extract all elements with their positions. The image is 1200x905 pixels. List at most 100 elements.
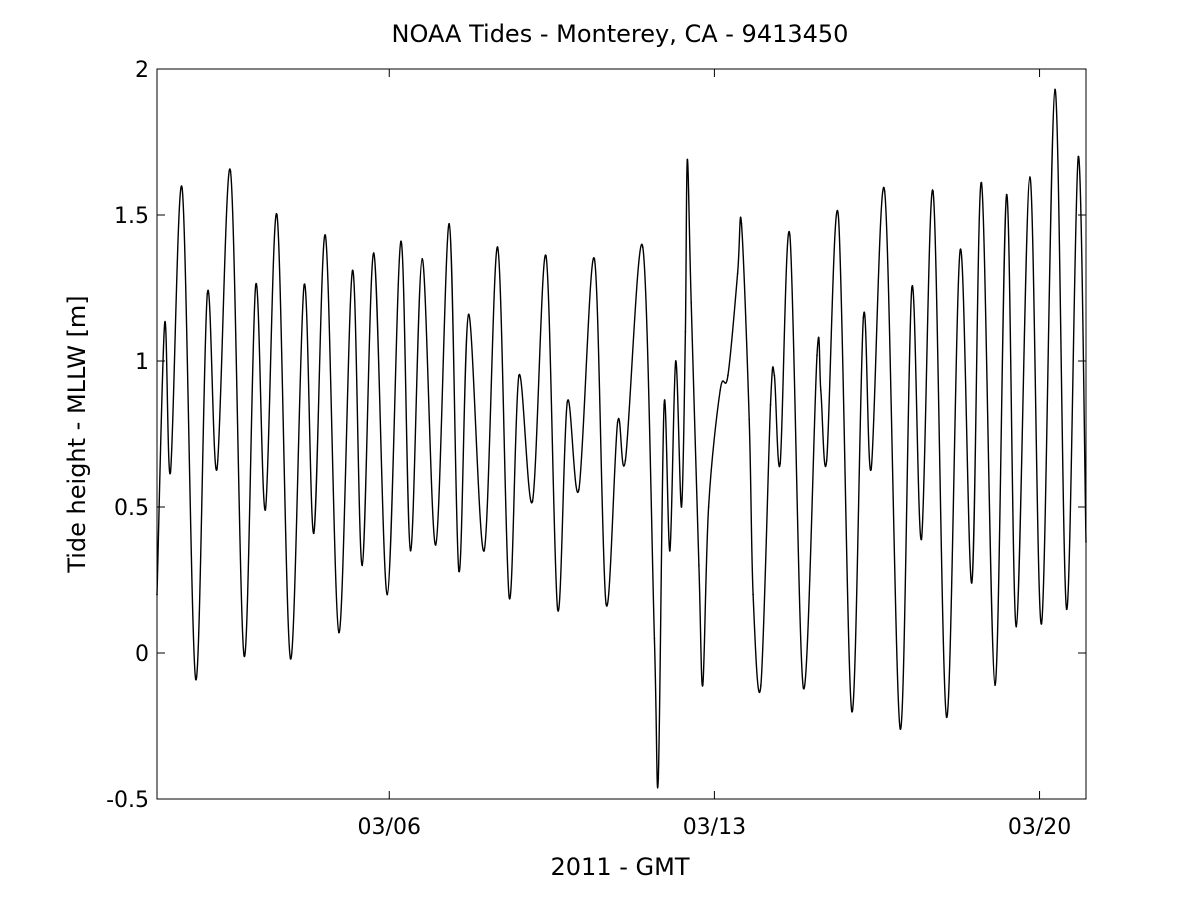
tide-data-point [702,684,704,686]
tide-data-point [748,418,750,421]
tide-data-point [920,538,923,540]
tide-data-point [409,550,412,552]
tide-data-point [338,631,340,634]
tide-height-data-points [156,88,1087,780]
chart-title: NOAA Tides - Monterey, CA - 9413450 [392,20,849,48]
tide-data-point [653,637,656,640]
tide-data-point [1085,541,1087,543]
tide-data-point [531,500,534,503]
tide-data-point [789,234,791,237]
tide-data-point [276,214,278,216]
tide-data-point [467,313,470,316]
tide-data-point [243,655,245,657]
tide-data-point [194,678,197,681]
tide-data-point [578,488,580,491]
tide-data-point [593,258,596,260]
x-tick-label: 03/06 [358,815,421,840]
tide-data-point [698,564,700,567]
tide-data-point [971,582,973,584]
tide-data-point [932,190,934,193]
tide-data-point [816,354,818,357]
y-tick-label: -0.5 [106,788,149,813]
tide-data-point [483,550,485,552]
tide-data-point [820,389,822,392]
tide-data-point [707,506,710,508]
tide-data-point [1015,625,1018,628]
tide-data-point [324,234,327,237]
tide-data-point [545,255,547,257]
x-axis-title: 2011 - GMT [551,853,690,881]
tide-data-point [736,272,739,275]
tide-data-point [1040,623,1043,625]
tide-data-point [862,316,865,319]
tide-data-point [719,389,721,392]
tide-data-point [1065,608,1068,610]
tide-data-point [851,710,853,713]
tide-data-point [802,687,805,689]
x-axis-ticks: 03/06 03/13 03/20 [358,69,1071,840]
tide-data-point [313,532,315,535]
tide-data-point [837,214,840,216]
tide-data-point [1054,88,1056,91]
tide-data-point [434,544,437,546]
tide-data-point [680,506,683,508]
tide-data-point [727,374,729,377]
tide-data-point [216,468,218,470]
tide-data-point [303,284,305,286]
tide-data-point [289,658,292,660]
tide-data-point [448,223,451,225]
tide-data-point [229,170,232,172]
tide-data-point [994,684,996,686]
tide-data-point [870,468,872,470]
tide-data-point [458,570,460,572]
tide-data-point [373,252,375,254]
tide-data-point [556,608,559,610]
tide-data-point [605,602,607,605]
tide-data-point [386,593,389,596]
y-tick-label: 0.5 [114,496,149,521]
tide-data-point [760,684,762,686]
tide-data-point [883,190,886,193]
tide-data-point [686,158,689,161]
tide-data-point [899,728,901,730]
tide-data-point [616,421,619,424]
tide-data-point [351,269,354,272]
tide-data-point [254,284,257,286]
y-axis-title: Tide height - MLLW [m] [63,295,91,573]
tide-data-point [752,593,754,596]
tide-data-point [740,223,743,225]
tide-data-point [911,287,913,289]
tide-data-point [181,187,183,190]
tide-data-point [773,374,776,377]
tide-data-point [566,401,569,403]
x-tick-label: 03/13 [683,815,746,840]
tide-data-point [945,716,948,718]
tide-data-point [264,509,267,511]
tide-data-point [156,593,158,596]
y-axis-ticks: -0.5 0 0.5 1 1.5 2 [106,58,1086,813]
y-tick-label: 1.5 [114,204,149,229]
y-tick-label: 0 [135,642,149,667]
x-tick-label: 03/20 [1008,815,1071,840]
tide-data-point [663,404,665,406]
tide-data-point [980,182,983,184]
tide-data-point [684,331,687,333]
tide-data-point [690,301,692,304]
tide-data-point [825,459,828,462]
tide-data-point [206,293,209,295]
tide-data-point [496,246,499,248]
tide-data-point [674,360,677,362]
tide-data-point [361,564,364,567]
tide-data-point [1029,176,1031,178]
tide-data-point [169,471,172,473]
tide-data-point [1077,155,1080,158]
tide-data-point [642,246,644,248]
y-tick-label: 1 [135,350,149,375]
tide-data-point [669,550,671,552]
tide-data-point [657,777,660,780]
tide-data-point [624,459,627,462]
tide-data-point [400,240,402,243]
